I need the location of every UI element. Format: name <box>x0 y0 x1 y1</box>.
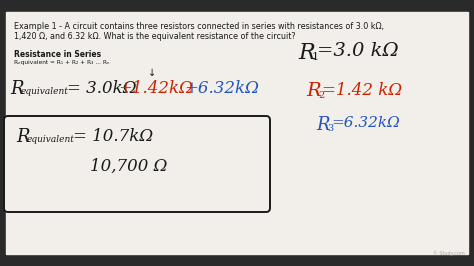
Text: = 10.7kΩ: = 10.7kΩ <box>73 128 153 145</box>
Bar <box>468 0 474 266</box>
Text: 1,420 Ω, and 6.32 kΩ. What is the equivalent resistance of the circuit?: 1,420 Ω, and 6.32 kΩ. What is the equiva… <box>14 32 296 41</box>
Text: = 3.0kΩ: = 3.0kΩ <box>67 80 137 97</box>
Text: Rₑquivalent = R₁ + R₂ + R₃ ... Rₙ: Rₑquivalent = R₁ + R₂ + R₃ ... Rₙ <box>14 60 109 65</box>
Text: +1.42kΩ: +1.42kΩ <box>118 80 193 97</box>
Bar <box>0 254 474 266</box>
Text: R: R <box>316 116 329 134</box>
Bar <box>0 0 6 266</box>
Bar <box>0 0 474 12</box>
Text: © Study.com: © Study.com <box>433 250 465 256</box>
Text: Resistance in Series: Resistance in Series <box>14 50 101 59</box>
Text: Example 1 - A circuit contains three resistors connected in series with resistan: Example 1 - A circuit contains three res… <box>14 22 384 31</box>
Text: 2: 2 <box>318 91 324 100</box>
Text: R: R <box>306 82 320 100</box>
Text: R: R <box>298 42 315 64</box>
Text: =6.32kΩ: =6.32kΩ <box>331 116 400 130</box>
Text: 1: 1 <box>312 52 319 62</box>
Text: +6.32kΩ: +6.32kΩ <box>184 80 259 97</box>
Text: 3: 3 <box>327 124 333 133</box>
Text: equivalent: equivalent <box>21 87 69 96</box>
Text: =3.0 kΩ: =3.0 kΩ <box>317 42 399 60</box>
Text: 10,700 Ω: 10,700 Ω <box>90 158 167 175</box>
Text: =1.42 kΩ: =1.42 kΩ <box>322 82 402 99</box>
Text: equivalent: equivalent <box>27 135 75 144</box>
Text: R: R <box>10 80 24 98</box>
Text: R: R <box>16 128 29 146</box>
Text: ↓: ↓ <box>148 68 156 78</box>
FancyBboxPatch shape <box>4 116 270 212</box>
